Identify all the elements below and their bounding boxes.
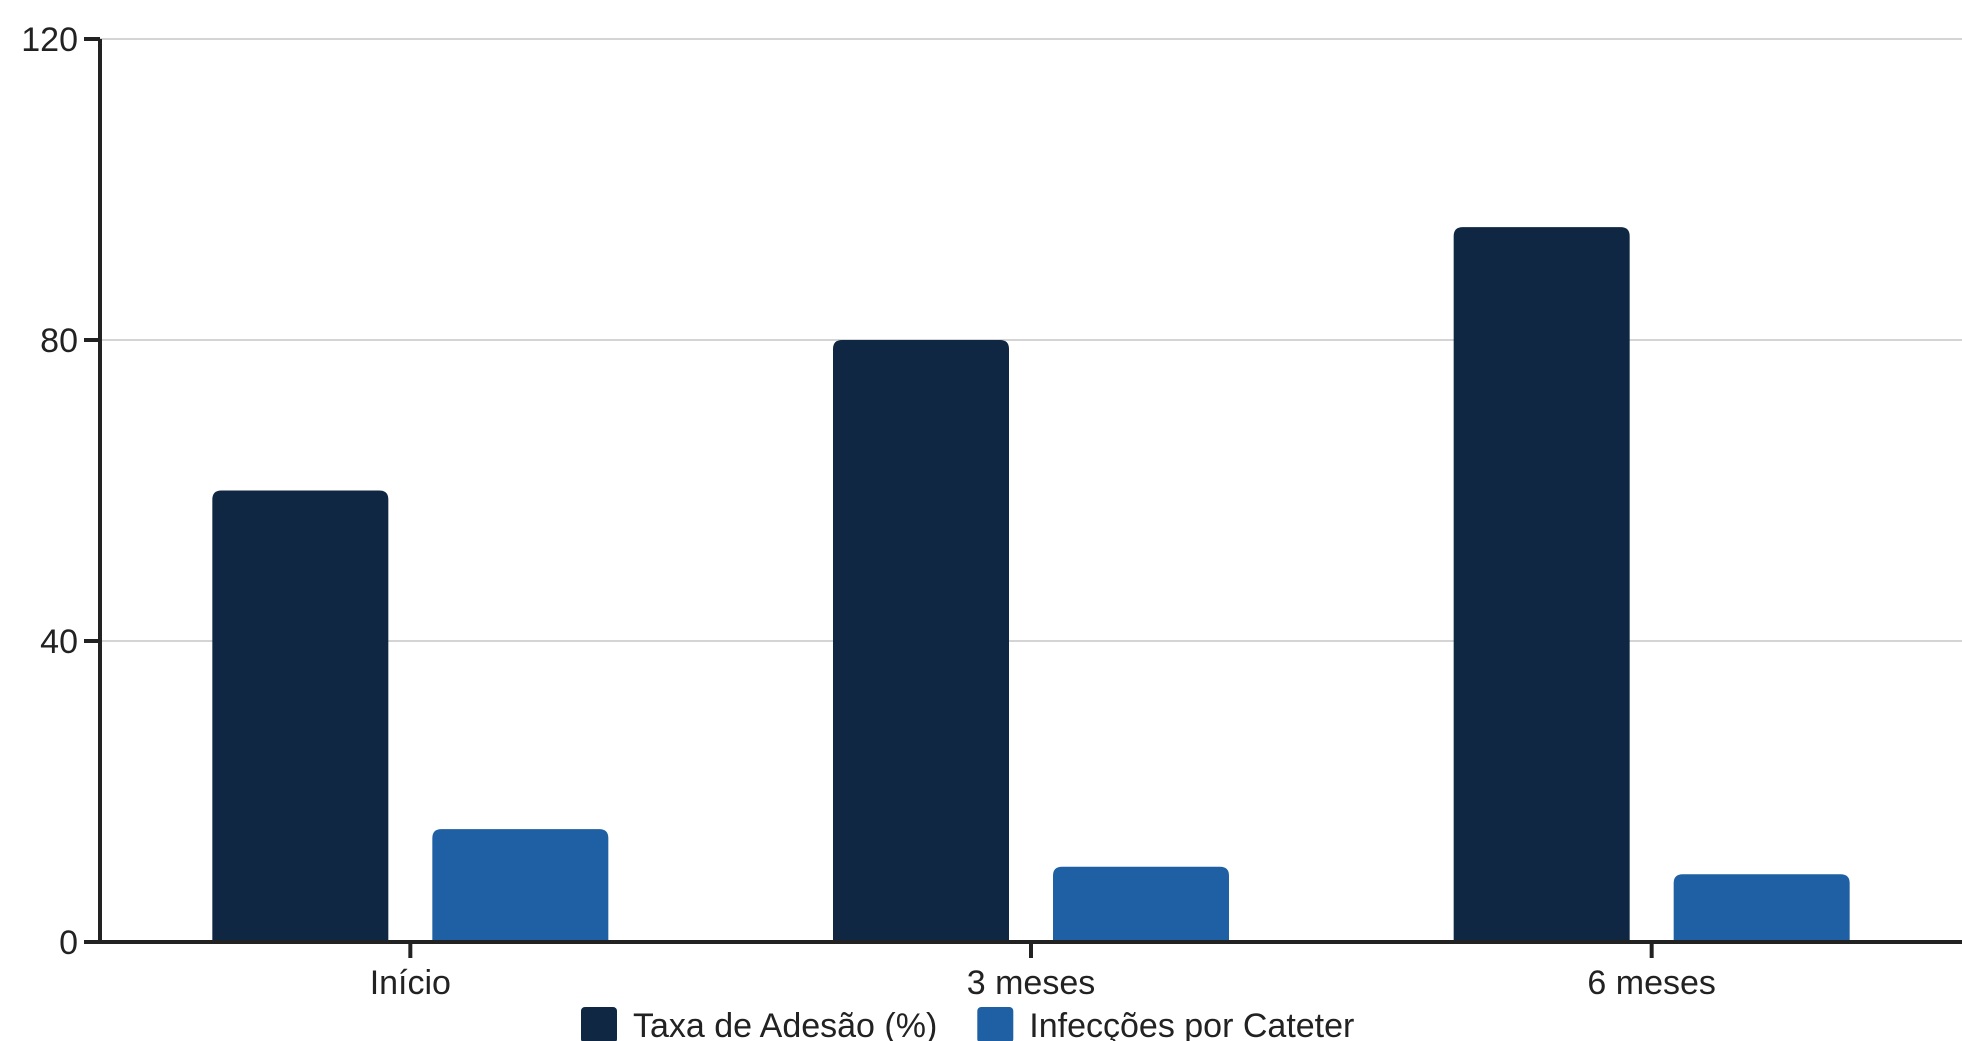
y-axis-ticks: 0 40 80 120 (21, 21, 100, 962)
bar-adesao-2 (1453, 227, 1630, 942)
y-tick-label: 80 (40, 322, 78, 360)
legend-swatch (977, 1007, 1014, 1041)
gridlines (100, 38, 1962, 642)
bar-infeccoes-1 (1053, 866, 1229, 942)
x-axis-ticks: Início 3 meses 6 meses (370, 942, 1716, 1002)
legend-label: Infecções por Cateter (1029, 1007, 1354, 1041)
y-tick-label: 40 (40, 623, 78, 661)
y-tick-label: 0 (59, 924, 78, 962)
axes (84, 39, 1962, 944)
bar-adesao-1 (833, 340, 1009, 942)
x-tick-label: Início (370, 964, 451, 1002)
bar-adesao-0 (212, 490, 389, 942)
legend-swatch (581, 1007, 617, 1041)
legend: Taxa de Adesão (%) Infecções por Cateter (581, 1007, 1354, 1041)
x-tick-label: 3 meses (967, 964, 1096, 1002)
bar-infeccoes-2 (1673, 874, 1850, 942)
bars (212, 227, 1850, 942)
bar-infeccoes-0 (432, 829, 609, 942)
legend-label: Taxa de Adesão (%) (633, 1007, 937, 1041)
y-tick-label: 120 (21, 21, 78, 59)
x-tick-label: 6 meses (1587, 964, 1716, 1002)
